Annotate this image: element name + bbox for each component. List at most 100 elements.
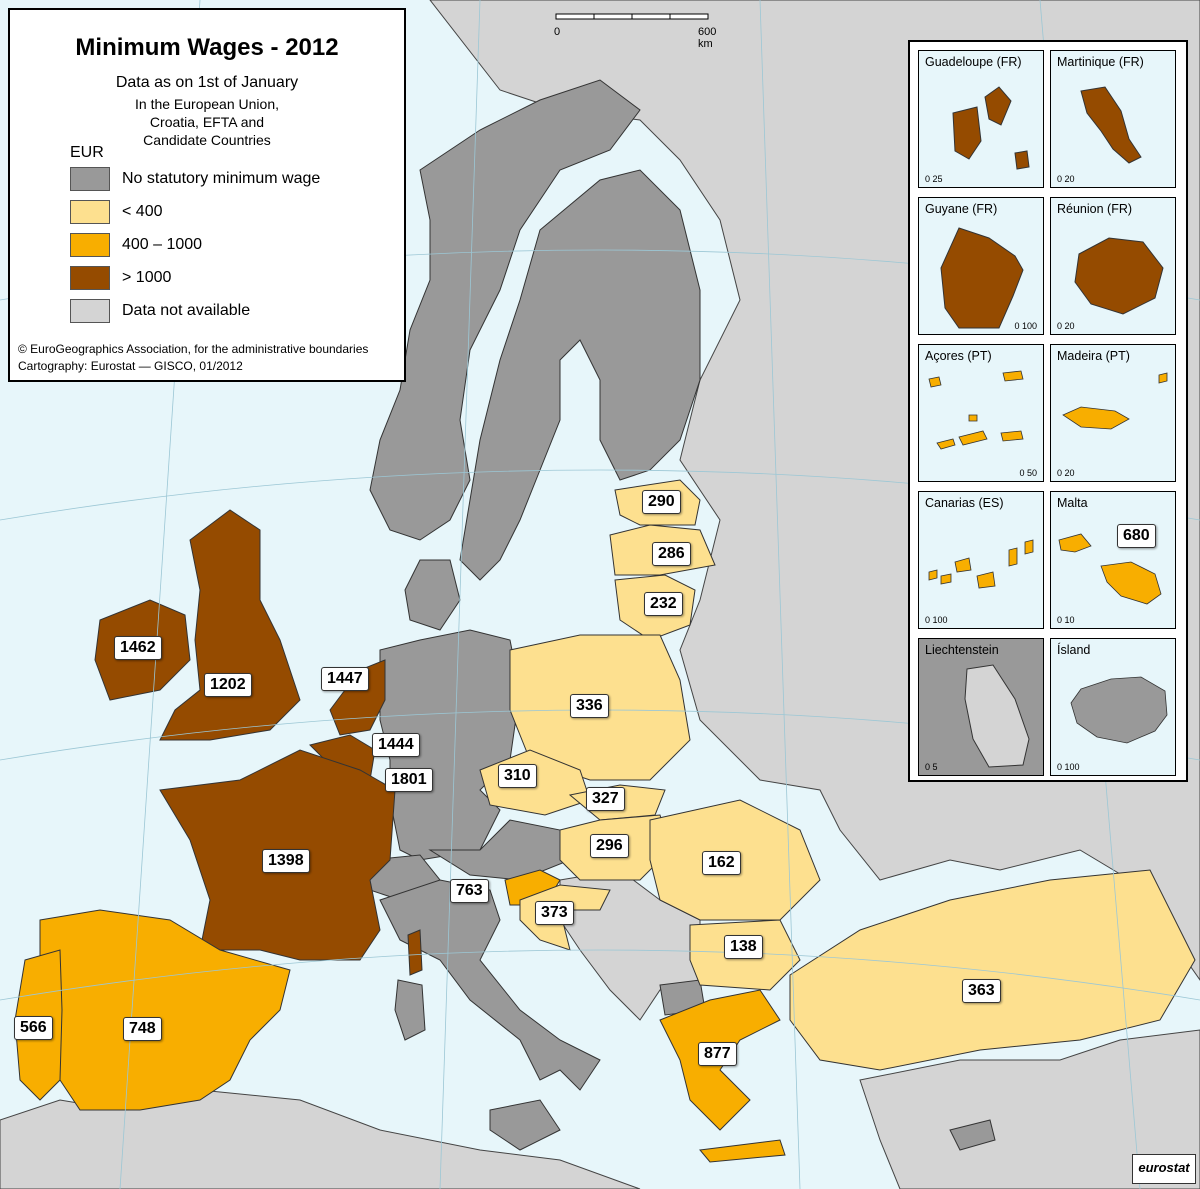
inset-liechtenstein-shape — [964, 664, 1030, 768]
legend-item-under-400: < 400 — [70, 199, 162, 225]
subtitle-line-4: Candidate Countries — [143, 132, 271, 148]
inset-title: Canarias (ES) — [925, 496, 1004, 510]
value-label-slovenia: 763 — [450, 879, 489, 903]
value-label-czech-republic: 310 — [498, 764, 537, 788]
inset-scale: 0 100 — [925, 615, 948, 625]
inset-canarias-shape — [928, 539, 1034, 589]
legend-label: No statutory minimum wage — [122, 170, 321, 187]
inset-scale: 0 10 — [1057, 615, 1075, 625]
inset-scale-end: 5 — [932, 762, 938, 772]
value-label-slovakia: 327 — [586, 787, 625, 811]
region-italy — [379, 879, 601, 1091]
inset-scale: 0 20 — [1057, 321, 1075, 331]
inset-acores: Açores (PT) 0 50 — [918, 344, 1044, 482]
inset-scale-end: 20 — [1064, 468, 1075, 478]
subtitle-line-2: In the European Union, — [135, 96, 279, 112]
legend-panel: Minimum Wages - 2012 Data as on 1st of J… — [8, 8, 406, 382]
value-label-croatia: 373 — [535, 901, 574, 925]
inset-title: Ísland — [1057, 643, 1091, 657]
region-turkey — [789, 869, 1196, 1071]
value-label-luxembourg: 1801 — [385, 768, 433, 792]
value-label-latvia: 286 — [652, 542, 691, 566]
inset-martinique-shape — [1080, 86, 1142, 164]
value-label-estonia: 290 — [642, 490, 681, 514]
legend-label: > 1000 — [122, 269, 172, 286]
value-label-spain: 748 — [123, 1017, 162, 1041]
inset-title: Martinique (FR) — [1057, 55, 1144, 69]
inset-scale: 0 50 — [1019, 468, 1037, 478]
value-label-lithuania: 232 — [644, 592, 683, 616]
legend-swatch — [70, 200, 110, 224]
legend-item-400-1000: 400 – 1000 — [70, 232, 202, 258]
region-corsica — [407, 929, 423, 976]
inset-scale-end: 20 — [1064, 174, 1075, 184]
inset-scale-end: 10 — [1064, 615, 1075, 625]
scale-start-label: 0 — [554, 26, 561, 38]
inset-scale-end: 100 — [1021, 321, 1037, 331]
region-middle-east — [859, 1029, 1200, 1189]
inset-scale: 0 20 — [1057, 468, 1075, 478]
legend-label: < 400 — [122, 203, 163, 220]
legend-item-no-minimum: No statutory minimum wage — [70, 166, 320, 192]
subtitle-line-1: Data as on 1st of January — [115, 74, 299, 91]
inset-scale-end: 20 — [1064, 321, 1075, 331]
inset-scale-end: 100 — [932, 615, 948, 625]
region-sweden-finland — [459, 169, 701, 581]
region-united-kingdom — [159, 509, 301, 741]
inset-scale: 0 5 — [925, 762, 938, 772]
value-label-turkey: 363 — [962, 979, 1001, 1003]
region-cyprus — [949, 1119, 996, 1151]
legend-label: 400 – 1000 — [122, 236, 203, 253]
value-label-united-kingdom: 1202 — [204, 673, 252, 697]
value-label-ireland: 1462 — [114, 636, 162, 660]
legend-swatch — [70, 266, 110, 290]
inset-acores-shape — [928, 370, 1024, 450]
inset-title: Açores (PT) — [925, 349, 992, 363]
inset-canarias: Canarias (ES) 0 100 — [918, 491, 1044, 629]
inset-guadeloupe: Guadeloupe (FR) 0 25 — [918, 50, 1044, 188]
legend-item-not-available: Data not available — [70, 298, 250, 324]
inset-scale: 0 25 — [925, 174, 943, 184]
inset-title: Guadeloupe (FR) — [925, 55, 1022, 69]
inset-reunion: Réunion (FR) 0 20 — [1050, 197, 1176, 335]
inset-malta: Malta 680 0 10 — [1050, 491, 1176, 629]
inset-madeira: Madeira (PT) 0 20 — [1050, 344, 1176, 482]
inset-title: Liechtenstein — [925, 643, 999, 657]
inset-malta-shape — [1058, 533, 1162, 605]
region-sicily — [489, 1099, 561, 1151]
legend-item-over-1000: > 1000 — [70, 265, 171, 291]
value-label-malta: 680 — [1117, 524, 1156, 548]
eurostat-logo: eurostat — [1132, 1154, 1196, 1184]
inset-martinique: Martinique (FR) 0 20 — [1050, 50, 1176, 188]
legend-swatch — [70, 299, 110, 323]
credit-cartography: Cartography: Eurostat — GISCO, 01/2012 — [18, 359, 243, 373]
value-label-netherlands: 1447 — [321, 667, 369, 691]
value-label-poland: 336 — [570, 694, 609, 718]
legend-swatch — [70, 233, 110, 257]
map-title: Minimum Wages - 2012 — [75, 34, 339, 61]
value-label-belgium: 1444 — [372, 733, 420, 757]
inset-scale: 0 100 — [1057, 762, 1080, 772]
region-sardinia — [394, 979, 426, 1041]
scale-end-label: 600 km — [698, 26, 717, 50]
inset-scale: 0 20 — [1057, 174, 1075, 184]
inset-scale-end: 25 — [932, 174, 943, 184]
inset-reunion-shape — [1074, 237, 1164, 315]
inset-island: Ísland 0 100 — [1050, 638, 1176, 776]
inset-maps-panel: Guadeloupe (FR) 0 25 Martinique (FR) 0 2… — [908, 40, 1188, 782]
unit-label: EUR — [70, 144, 104, 161]
inset-guyane-shape — [940, 227, 1024, 329]
inset-title: Madeira (PT) — [1057, 349, 1130, 363]
legend-swatch — [70, 167, 110, 191]
subtitle-line-3: Croatia, EFTA and — [149, 114, 265, 130]
legend-label: Data not available — [122, 302, 251, 319]
inset-scale-end: 100 — [1064, 762, 1080, 772]
region-denmark — [404, 559, 461, 631]
value-label-bulgaria: 138 — [724, 935, 763, 959]
inset-title: Réunion (FR) — [1057, 202, 1133, 216]
inset-island-shape — [1070, 676, 1168, 744]
inset-madeira-shape — [1062, 372, 1168, 430]
region-crete — [699, 1139, 786, 1163]
inset-scale-end: 50 — [1026, 468, 1037, 478]
credit-boundaries: © EuroGeographics Association, for the a… — [18, 342, 369, 356]
